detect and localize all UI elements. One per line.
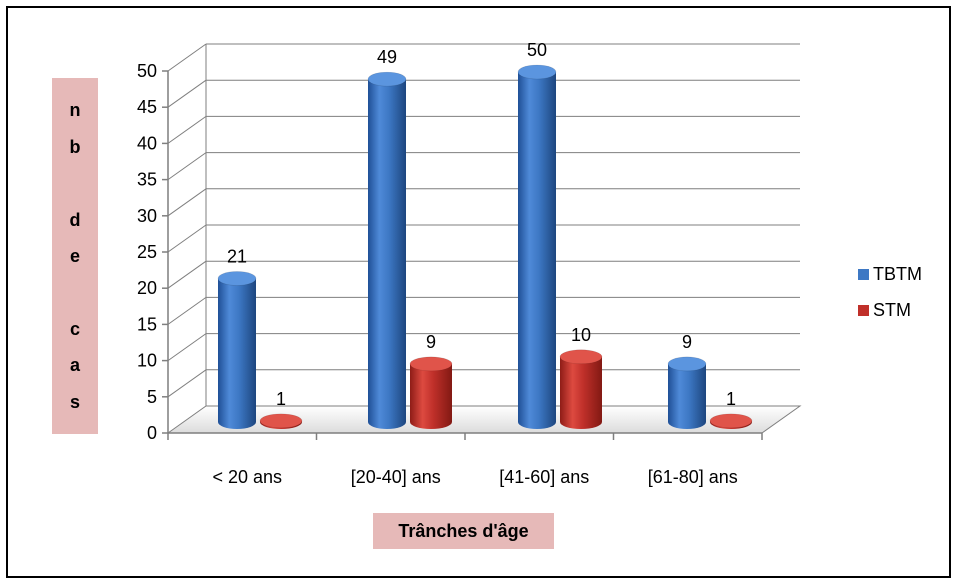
bar-top	[217, 271, 257, 286]
y-tick-label: 15	[137, 314, 157, 334]
legend-item: STM	[858, 298, 922, 322]
bar	[709, 413, 753, 429]
data-label: 50	[527, 40, 547, 60]
y-tick-label: 25	[137, 242, 157, 262]
gridline-side	[167, 115, 207, 144]
gridlines	[166, 43, 802, 434]
bar-body	[668, 363, 706, 429]
bars	[217, 64, 753, 430]
y-tick-label: 20	[137, 278, 157, 298]
bar-body	[218, 278, 256, 429]
bar-body	[560, 356, 602, 429]
data-label: 10	[571, 325, 591, 345]
data-label: 1	[276, 389, 286, 409]
data-label: 9	[682, 332, 692, 352]
y-tick-label: 45	[137, 97, 157, 117]
bar	[367, 71, 407, 430]
bar	[667, 356, 707, 429]
y-tick-label: 0	[147, 423, 157, 443]
legend-swatch	[858, 268, 869, 280]
bar-top	[667, 356, 707, 372]
y-tick-label: 35	[137, 170, 157, 190]
gridline-side	[167, 43, 207, 72]
bar-top	[259, 413, 303, 429]
gridline-side	[167, 260, 207, 289]
bar-top	[709, 413, 753, 429]
bar	[517, 64, 557, 429]
data-label: 21	[227, 246, 247, 266]
x-tick-label: [41-60] ans	[499, 467, 589, 487]
bar-top	[367, 71, 407, 87]
y-tick-label: 50	[137, 61, 157, 81]
y-tick-label: 30	[137, 206, 157, 226]
bar-body	[518, 72, 556, 429]
y-tick-label: 5	[147, 387, 157, 407]
legend-label: STM	[873, 299, 911, 320]
data-label: 1	[726, 389, 736, 409]
gridline-side	[167, 188, 207, 217]
bar	[217, 271, 257, 429]
gridline-side	[167, 333, 207, 362]
y-tick-label: 10	[137, 351, 157, 371]
gridline-side	[167, 224, 207, 253]
x-tick-label: < 20 ans	[212, 467, 282, 487]
gridline-side	[167, 296, 207, 325]
x-tick-label: [61-80] ans	[648, 467, 738, 487]
bar	[409, 356, 453, 429]
data-label: 9	[426, 332, 436, 352]
bar-top	[559, 349, 603, 365]
data-labels: 21 1 49 9 50 10 9 1	[227, 40, 736, 409]
bar-top	[517, 64, 557, 80]
legend-item: TBTM	[858, 262, 922, 286]
y-axis-label-letter: c	[69, 318, 80, 339]
y-tick-label: 40	[137, 133, 157, 153]
x-tick-label: [20-40] ans	[351, 467, 441, 487]
gridline-side	[167, 369, 207, 398]
bar	[559, 349, 603, 429]
gridline-side	[167, 79, 207, 108]
legend: TBTM STM	[858, 262, 922, 334]
bar-top	[409, 356, 453, 372]
y-axis-label-letter: a	[69, 355, 80, 376]
bar-body	[410, 363, 452, 429]
bar-body	[368, 79, 406, 430]
chart-frame	[6, 6, 951, 578]
y-axis-label-letter: s	[69, 391, 80, 412]
y-axis: 0 5 10 15 20 25 30 35 40 45 50	[137, 61, 763, 443]
gridline-side	[167, 152, 207, 181]
y-axis-label-letter: n	[69, 100, 81, 121]
legend-swatch	[858, 304, 869, 316]
x-axis-ticks: < 20 ans [20-40] ans [41-60] ans [61-80] an…	[212, 467, 737, 487]
bar	[259, 413, 303, 429]
data-label: 49	[377, 47, 397, 67]
legend-label: TBTM	[873, 263, 922, 284]
y-axis-label-letter: b	[69, 136, 81, 157]
y-axis-label-letter: d	[69, 209, 81, 230]
x-axis-label: Trânches d'âge	[373, 513, 554, 549]
y-axis-label-letter: e	[69, 245, 80, 266]
